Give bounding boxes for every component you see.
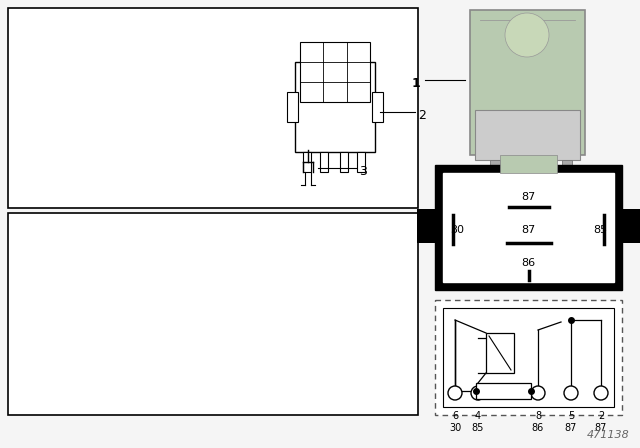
Bar	[417, 209, 437, 242]
Bar	[8, 8, 418, 208]
Bar	[435, 165, 622, 290]
Bar	[435, 300, 622, 415]
Text: 87: 87	[522, 192, 536, 202]
Bar	[300, 42, 370, 102]
Circle shape	[531, 386, 545, 400]
Bar	[8, 213, 418, 415]
Text: 471138: 471138	[588, 430, 630, 440]
Bar	[620, 209, 640, 242]
Bar	[320, 152, 328, 172]
Bar	[490, 160, 500, 185]
Bar	[475, 110, 580, 160]
Bar	[443, 173, 614, 282]
Bar	[357, 152, 365, 172]
Circle shape	[505, 13, 549, 57]
Circle shape	[564, 386, 578, 400]
Text: 2: 2	[418, 108, 426, 121]
Text: 3: 3	[359, 164, 367, 177]
Text: 87: 87	[522, 225, 536, 235]
Circle shape	[594, 386, 608, 400]
Text: 30: 30	[450, 225, 464, 235]
Text: 1: 1	[412, 77, 420, 90]
Bar	[515, 160, 525, 185]
Bar	[287, 92, 298, 122]
Text: 85: 85	[472, 423, 484, 433]
Text: 2: 2	[598, 411, 604, 421]
Circle shape	[471, 386, 485, 400]
Bar	[372, 92, 383, 122]
Text: 30: 30	[449, 423, 461, 433]
Bar	[540, 160, 550, 185]
Bar	[486, 333, 514, 373]
Text: 5: 5	[568, 411, 574, 421]
Bar	[295, 62, 375, 152]
Text: 86: 86	[532, 423, 544, 433]
Text: 4: 4	[475, 411, 481, 421]
Text: 85: 85	[593, 225, 607, 235]
Circle shape	[448, 386, 462, 400]
Text: 86: 86	[522, 258, 536, 267]
Bar	[562, 160, 572, 185]
Text: 8: 8	[535, 411, 541, 421]
Bar	[476, 383, 531, 399]
Bar	[470, 10, 585, 155]
Bar	[340, 152, 348, 172]
Text: 87: 87	[565, 423, 577, 433]
Bar	[303, 152, 311, 172]
Text: 6: 6	[452, 411, 458, 421]
Bar	[443, 308, 614, 407]
Text: 87: 87	[595, 423, 607, 433]
Bar	[500, 155, 557, 173]
